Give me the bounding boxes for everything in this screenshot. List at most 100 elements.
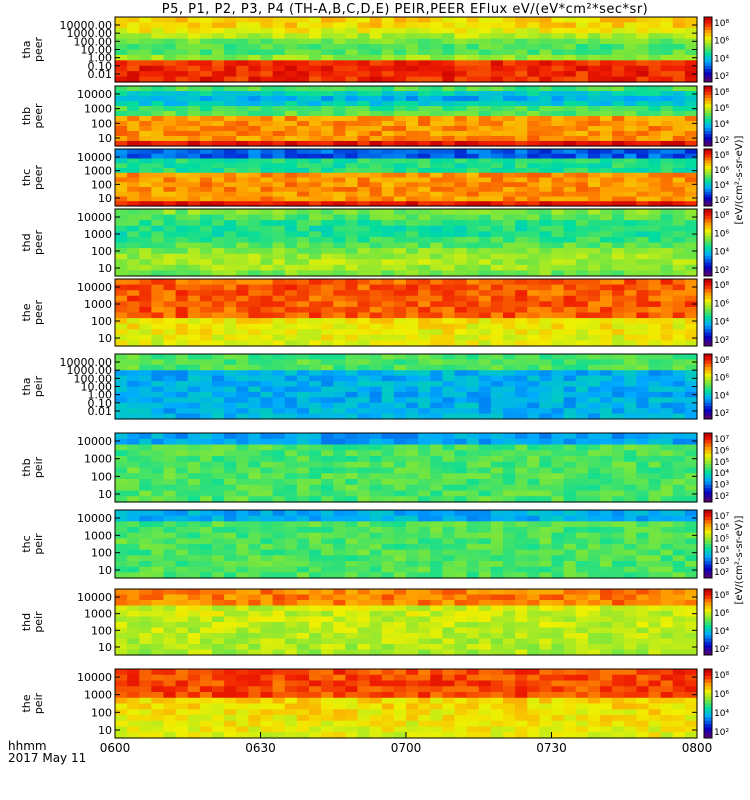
heatmap-cell — [115, 473, 128, 480]
heatmap-cell — [406, 572, 419, 579]
heatmap-cell — [260, 96, 274, 102]
heatmap-cell — [660, 27, 674, 34]
heatmap-cell — [309, 521, 322, 528]
heatmap-cell — [369, 527, 383, 534]
heatmap-cell — [612, 214, 625, 221]
heatmap-cell — [345, 572, 359, 579]
heatmap-cell — [224, 279, 237, 286]
heatmap-cell — [199, 76, 213, 83]
heatmap-cell — [236, 538, 249, 545]
heatmap-cell — [503, 153, 516, 160]
heatmap-cell — [478, 391, 492, 398]
heatmap-cell — [406, 54, 419, 61]
heatmap-cell — [333, 456, 346, 463]
heatmap-cell — [333, 391, 346, 398]
heatmap-cell — [684, 54, 698, 61]
heatmap-cell — [260, 49, 274, 56]
heatmap-cell — [515, 386, 528, 393]
heatmap-cell — [393, 49, 407, 56]
heatmap-cell — [199, 44, 213, 51]
heatmap-cell — [127, 402, 140, 409]
heatmap-cell — [127, 248, 140, 255]
heatmap-cell — [151, 397, 165, 404]
heatmap-cell — [272, 60, 286, 67]
heatmap-cell — [490, 191, 504, 198]
heatmap-cell — [563, 126, 577, 132]
heatmap-cell — [478, 484, 492, 492]
colorbar-segment — [704, 113, 712, 117]
heatmap-cell — [248, 242, 262, 249]
heatmap-cell — [127, 600, 140, 607]
heatmap-cell — [248, 484, 262, 492]
heatmap-cell — [272, 259, 286, 266]
heatmap-cell — [563, 191, 577, 198]
heatmap-cell — [575, 182, 589, 188]
heatmap-cell — [296, 496, 310, 503]
heatmap-cell — [236, 49, 249, 56]
heatmap-cell — [454, 65, 468, 72]
heatmap-cell — [684, 49, 698, 56]
heatmap-cell — [430, 527, 443, 534]
heatmap-cell — [442, 318, 456, 325]
heatmap-cell — [284, 259, 298, 266]
heatmap-cell — [236, 38, 249, 45]
colorbar-segment — [704, 203, 712, 207]
heatmap-cell — [430, 496, 443, 503]
colorbar-segment — [704, 396, 712, 400]
heatmap-cell — [624, 318, 637, 325]
heatmap-cell — [284, 121, 298, 127]
heatmap-cell — [490, 301, 504, 308]
heatmap-cell — [575, 496, 589, 503]
heatmap-cell — [369, 209, 383, 216]
heatmap-cell — [539, 65, 553, 72]
heatmap-cell — [248, 38, 262, 45]
heatmap-cell — [163, 402, 177, 409]
heatmap-cell — [587, 359, 601, 366]
heatmap-cell — [369, 555, 383, 562]
y-tick-label: 100 — [91, 117, 112, 130]
heatmap-cell — [672, 354, 686, 361]
heatmap-cell — [175, 44, 189, 51]
heatmap-cell — [563, 163, 577, 169]
heatmap-cell — [551, 182, 565, 188]
heatmap-cell — [539, 111, 553, 117]
heatmap-cell — [612, 329, 625, 336]
heatmap-cell — [587, 248, 601, 255]
heatmap-cell — [127, 163, 140, 169]
heatmap-cell — [139, 515, 152, 522]
heatmap-cell — [503, 270, 516, 277]
heatmap-cell — [539, 496, 553, 503]
heatmap-cell — [127, 187, 140, 193]
heatmap-cell — [296, 290, 310, 297]
heatmap-cell — [478, 182, 492, 188]
heatmap-cell — [248, 141, 262, 147]
heatmap-cell — [503, 391, 516, 398]
heatmap-cell — [442, 38, 456, 45]
heatmap-cell — [418, 214, 431, 221]
heatmap-cell — [430, 484, 443, 492]
heatmap-cell — [139, 496, 152, 503]
heatmap-cell — [187, 163, 201, 169]
heatmap-cell — [442, 340, 456, 347]
heatmap-cell — [466, 561, 480, 568]
heatmap-cell — [406, 306, 419, 314]
heatmap-cell — [575, 91, 589, 97]
heatmap-cell — [115, 196, 128, 202]
heatmap-cell — [406, 284, 419, 291]
heatmap-cell — [515, 473, 528, 480]
heatmap-cell — [527, 177, 540, 183]
heatmap-cell — [430, 490, 443, 497]
heatmap-cell — [406, 172, 419, 179]
heatmap-cell — [393, 391, 407, 398]
heatmap-cell — [612, 91, 625, 97]
heatmap-cell — [284, 301, 298, 308]
heatmap-cell — [139, 121, 152, 127]
heatmap-cell — [284, 168, 298, 174]
heatmap-cell — [636, 438, 650, 446]
heatmap-cell — [199, 38, 213, 45]
heatmap-cell — [115, 248, 128, 255]
heatmap-cell — [369, 279, 383, 286]
heatmap-cell — [406, 496, 419, 503]
heatmap-cell — [466, 44, 480, 51]
heatmap-cell — [612, 242, 625, 249]
